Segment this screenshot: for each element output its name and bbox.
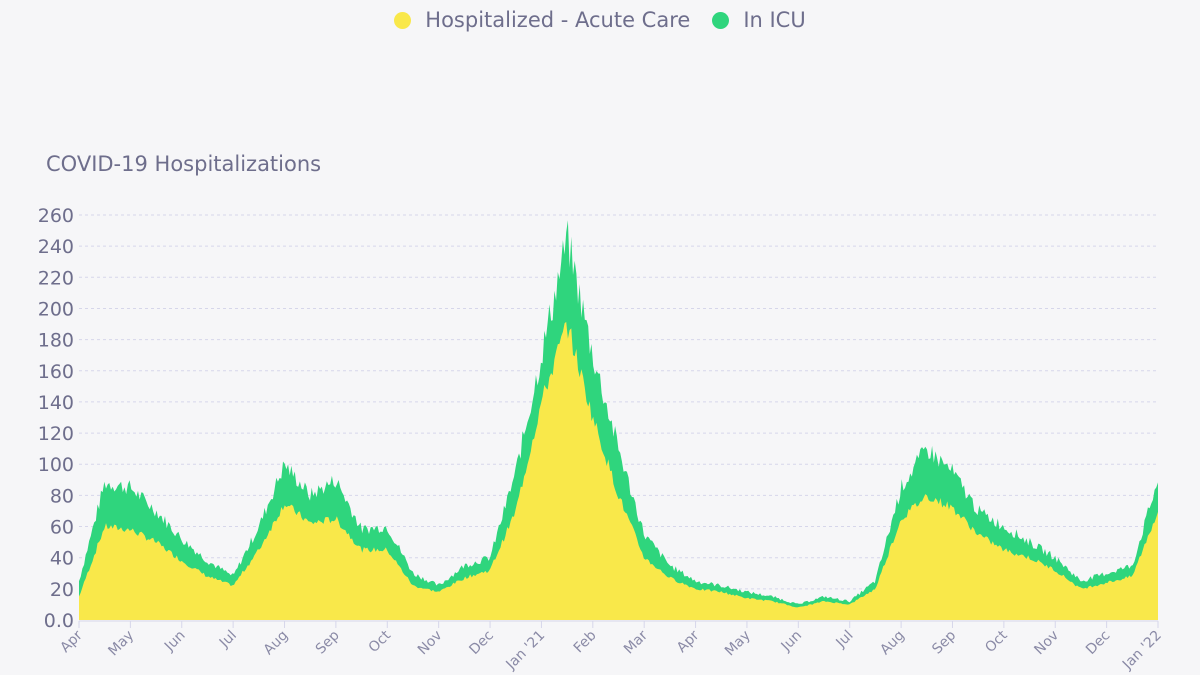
y-tick-label: 60 (50, 517, 74, 539)
legend-item-acute[interactable]: Hospitalized - Acute Care (394, 8, 690, 32)
x-tick-label: Jul (216, 628, 240, 652)
chart-title: COVID-19 Hospitalizations (46, 152, 322, 176)
x-tick-label: Dec (466, 628, 496, 658)
y-tick-label: 160 (38, 361, 74, 383)
legend-label-icu: In ICU (743, 8, 806, 32)
y-tick-label: 120 (38, 423, 74, 445)
legend: Hospitalized - Acute Care In ICU (0, 8, 1200, 32)
x-tick-label: Aug (261, 628, 292, 659)
x-tick-label: Jan '22 (1119, 628, 1165, 674)
x-tick-label: Oct (366, 627, 395, 656)
legend-dot-acute (394, 11, 412, 29)
y-tick-label: 220 (38, 267, 74, 289)
legend-item-icu[interactable]: In ICU (712, 8, 806, 32)
x-tick-label: Oct (982, 627, 1011, 656)
y-tick-label: 40 (50, 548, 74, 570)
x-tick-label: May (105, 628, 137, 660)
x-tick-label: Mar (621, 627, 651, 657)
x-tick-label: Jun (161, 628, 188, 655)
x-tick-label: Nov (1031, 628, 1062, 659)
y-tick-label: 80 (50, 485, 74, 507)
y-tick-label: 100 (38, 454, 74, 476)
series-area-icu (79, 220, 1158, 621)
legend-dot-icu (712, 11, 730, 29)
y-tick-label: 20 (50, 579, 74, 601)
x-tick-label: Dec (1083, 628, 1113, 658)
series-area-acute-care (79, 321, 1158, 620)
x-tick-label: Jul (833, 628, 857, 652)
y-tick-label: 240 (38, 236, 74, 258)
y-tick-label: 180 (38, 330, 74, 352)
x-tick-label: Feb (571, 627, 600, 656)
x-tick-label: Apr (674, 627, 703, 656)
x-tick-label: Nov (415, 628, 446, 659)
legend-label-acute: Hospitalized - Acute Care (425, 8, 691, 32)
x-tick-label: Sep (929, 627, 959, 657)
y-tick-label: 200 (38, 298, 74, 320)
x-tick-label: Jun (778, 628, 805, 655)
x-tick-label: Aug (877, 628, 908, 659)
x-tick-label: Sep (313, 627, 343, 657)
x-tick-label: May (722, 628, 754, 660)
x-tick-label: Jan '21 (503, 628, 549, 674)
y-tick-label: 260 (38, 205, 74, 227)
y-tick-label: 0.0 (44, 610, 74, 632)
y-tick-label: 140 (38, 392, 74, 414)
